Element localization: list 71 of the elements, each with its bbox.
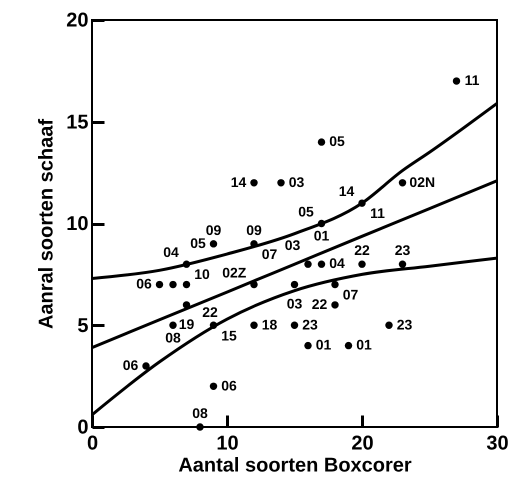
point: [290, 322, 298, 329]
point: [290, 280, 298, 288]
annotation: 07: [342, 286, 358, 303]
point: [250, 179, 258, 186]
annotation: 04: [163, 244, 179, 260]
point: [182, 280, 190, 288]
x-tick-label: 30: [486, 432, 509, 454]
annotation: 23: [394, 242, 410, 258]
point: [196, 423, 204, 431]
annotation: 22: [312, 296, 328, 312]
point: [169, 280, 177, 288]
annotation: 03: [288, 174, 304, 190]
annotation: 09: [206, 222, 222, 238]
annotation: 23: [302, 316, 318, 332]
point: [169, 322, 177, 329]
y-tick-label: 20: [66, 10, 88, 32]
point: [250, 322, 258, 329]
point: [452, 77, 460, 85]
point: [304, 260, 312, 268]
point: [398, 260, 406, 268]
annotation: 15: [221, 327, 237, 344]
annotation: 03: [284, 237, 300, 254]
y-tick-label: 15: [66, 111, 88, 134]
y-tick-label: 10: [66, 213, 88, 235]
y-tick-label: 5: [77, 314, 88, 337]
annotation: 11: [370, 205, 386, 222]
point: [398, 179, 406, 186]
annotation: 08: [192, 405, 208, 421]
annotation: 02N: [409, 174, 436, 190]
annotation: 10: [194, 266, 210, 282]
annotation: 23: [396, 316, 412, 332]
annotation: 01: [356, 336, 372, 353]
annotation: 06: [221, 377, 237, 394]
annotation: 08: [165, 329, 181, 346]
annotation: 22: [202, 304, 218, 320]
point: [318, 138, 326, 146]
annotation: 18: [262, 316, 278, 332]
annotation: 01: [314, 228, 330, 244]
annotation: 05: [298, 204, 314, 220]
annotation: 06: [136, 276, 152, 292]
point: [385, 322, 393, 329]
point: [358, 260, 366, 268]
y-tick-label: 0: [77, 416, 88, 438]
y-axis-title: Aanral soorten schaaf: [35, 118, 58, 330]
annotation: 22: [354, 242, 370, 258]
annotation: 19: [178, 316, 194, 332]
x-axis-title: Aantal soorten Boxcorer: [178, 454, 412, 476]
annotation: 14: [338, 183, 354, 200]
annotation: 04: [329, 255, 345, 272]
point: [142, 362, 150, 370]
annotation: 03: [286, 296, 302, 312]
annotation: 05: [190, 234, 206, 251]
annotation: 07: [262, 246, 278, 262]
annotation: 11: [464, 72, 480, 88]
point: [331, 301, 339, 309]
annotation: 02Z: [222, 264, 247, 281]
point: [318, 260, 326, 268]
x-tick-label: 20: [351, 432, 374, 454]
point: [344, 342, 352, 350]
annotation: 14: [230, 174, 246, 190]
point: [210, 382, 218, 390]
point: [331, 280, 339, 288]
point: [277, 179, 285, 186]
x-tick-label: 10: [216, 432, 239, 454]
annotation: 06: [122, 356, 138, 373]
point: [156, 280, 164, 288]
annotation: 09: [246, 222, 262, 238]
annotation: 01: [316, 336, 332, 353]
annotation: 05: [329, 133, 345, 150]
point: [210, 240, 218, 248]
point: [304, 342, 312, 350]
